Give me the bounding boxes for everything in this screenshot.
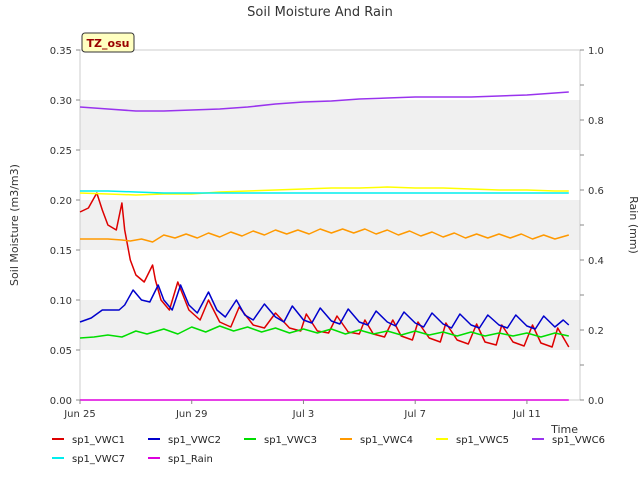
x-tick-label: Jun 29 — [175, 409, 208, 420]
y-tick-label: 0.30 — [50, 96, 72, 107]
y-axis-label: Soil Moisture (m3/m3) — [8, 164, 21, 286]
legend-label: sp1_VWC1 — [72, 435, 125, 446]
y-axis-left: 0.00 0.05 0.10 0.15 0.20 0.25 0.30 0.35 — [50, 46, 80, 407]
site-badge: TZ_osu — [81, 32, 135, 53]
legend: sp1_VWC1 sp1_VWC2 sp1_VWC3 sp1_VWC4 sp1_VWC5… — [52, 435, 605, 465]
series-lines — [79, 91, 570, 401]
x-tick-label: Jul 3 — [292, 409, 315, 420]
chart-title: Soil Moisture And Rain — [247, 5, 393, 20]
grid-band — [80, 100, 580, 150]
y2-tick-label: 0.8 — [588, 116, 604, 127]
legend-item-sp1_Rain: sp1_Rain — [148, 454, 213, 465]
legend-label: sp1_VWC5 — [456, 435, 509, 446]
y2-tick-label: 0.6 — [588, 186, 604, 197]
legend-item-sp1_VWC2: sp1_VWC2 — [148, 435, 221, 446]
x-tick-label: Jul 7 — [403, 409, 426, 420]
x-axis: Jun 25 Jun 29 Jul 3 Jul 7 Jul 11 — [63, 400, 541, 420]
x-axis-label: Time — [550, 423, 578, 436]
series-line-sp1_VWC5 — [79, 186, 569, 196]
grid-band — [80, 300, 580, 350]
legend-item-sp1_VWC7: sp1_VWC7 — [52, 454, 125, 465]
y2-tick-label: 1.0 — [588, 46, 604, 57]
x-tick-label: Jul 11 — [512, 409, 541, 420]
y-tick-label: 0.20 — [50, 196, 72, 207]
y-tick-label: 0.05 — [50, 346, 72, 357]
y2-axis-label: Rain (mm) — [627, 196, 640, 254]
series-line-sp1_VWC2 — [79, 284, 570, 330]
y-tick-label: 0.00 — [50, 396, 72, 407]
legend-label: sp1_VWC3 — [264, 435, 317, 446]
series-line-sp1_VWC7 — [80, 190, 569, 194]
plot-bands — [80, 100, 580, 350]
series-line-sp1_VWC4 — [80, 228, 570, 243]
legend-item-sp1_VWC4: sp1_VWC4 — [340, 435, 413, 446]
y2-tick-label: 0.0 — [588, 396, 604, 407]
y-tick-label: 0.15 — [50, 246, 72, 257]
legend-item-sp1_VWC3: sp1_VWC3 — [244, 435, 317, 446]
y-axis-right: 0.0 0.2 0.4 0.6 0.8 1.0 — [580, 46, 604, 407]
legend-label: sp1_VWC4 — [360, 435, 413, 446]
y2-tick-label: 0.2 — [588, 326, 604, 337]
y-tick-label: 0.10 — [50, 296, 72, 307]
legend-item-sp1_VWC5: sp1_VWC5 — [436, 435, 509, 446]
y-tick-label: 0.25 — [50, 146, 72, 157]
legend-item-sp1_VWC6: sp1_VWC6 — [532, 435, 605, 446]
y-tick-label: 0.35 — [50, 46, 72, 57]
grid-band — [80, 200, 580, 250]
series-line-sp1_VWC3 — [79, 325, 569, 339]
legend-item-sp1_VWC1: sp1_VWC1 — [52, 435, 125, 446]
legend-label: sp1_VWC7 — [72, 454, 125, 465]
site-badge-label: TZ_osu — [87, 37, 130, 50]
site-badge-box — [81, 32, 135, 53]
series-line-sp1_VWC6 — [79, 91, 569, 112]
x-tick-label: Jun 25 — [63, 409, 96, 420]
legend-label: sp1_VWC6 — [552, 435, 605, 446]
y2-tick-label: 0.4 — [588, 256, 604, 267]
legend-label: sp1_VWC2 — [168, 435, 221, 446]
legend-label: sp1_Rain — [168, 454, 213, 465]
